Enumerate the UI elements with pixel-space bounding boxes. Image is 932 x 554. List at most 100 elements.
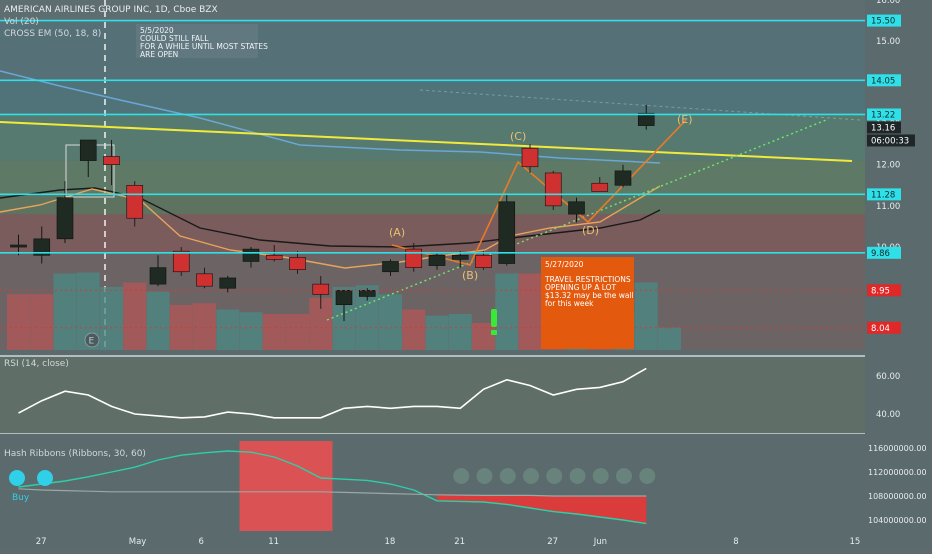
signal-dot: [523, 468, 539, 484]
alert-mark-dot: [491, 330, 497, 335]
hash-ribbons-label: Hash Ribbons (Ribbons, 30, 60): [4, 449, 146, 459]
x-tick-label: May: [129, 537, 147, 547]
wave-label-b: (B): [462, 269, 478, 282]
wave-label-a: (A): [389, 226, 405, 239]
candle-body: [637, 112, 655, 126]
x-tick-label: 11: [268, 537, 279, 547]
hash-tick-label: 116000000.00: [868, 444, 927, 453]
price-badge: [867, 121, 901, 134]
price-badge: [867, 14, 901, 27]
note-top-line-1: 5/5/2020: [140, 26, 174, 35]
candle-body: [312, 283, 330, 295]
candle-body: [498, 201, 516, 264]
hash-tick-label: 104000000.00: [868, 516, 927, 525]
price-badge-label: 15.50: [871, 17, 895, 27]
note-orange-line-6: for this week: [545, 299, 594, 308]
candle-body: [149, 267, 167, 285]
cross-ema-label: CROSS EM (50, 18, 8): [4, 29, 101, 39]
candle-body: [614, 170, 632, 186]
price-tick-label: 12.00: [876, 161, 900, 171]
candle-body: [568, 201, 585, 215]
signal-dot: [639, 468, 656, 484]
volume-bar: [379, 294, 402, 350]
rsi-pane: 60.00 40.00: [18, 367, 900, 420]
band-15: [0, 20, 865, 81]
x-tick-label: Jun: [593, 537, 607, 547]
candle-body: [335, 289, 353, 306]
signal-dot: [453, 468, 470, 484]
candle-body: [591, 182, 609, 192]
event-marker-letter: E: [89, 337, 95, 347]
candle-body: [265, 254, 283, 260]
candle-body: [521, 147, 539, 168]
volume-bar: [7, 294, 30, 350]
price-badge: [867, 108, 901, 121]
volume-bar: [146, 291, 170, 350]
volume-bar: [634, 282, 658, 350]
candle-body: [56, 197, 74, 240]
volume-bar: [216, 309, 240, 350]
price-badge-label: 9.86: [871, 249, 890, 259]
candle-body: [544, 172, 562, 207]
price-badge-label: 14.05: [871, 76, 895, 86]
signal-dot: [476, 468, 493, 484]
candle-body: [451, 254, 469, 260]
annotations: [491, 309, 497, 335]
candle-body: [172, 250, 190, 273]
note-top[interactable]: 5/5/2020 COULD STILL FALL FOR A WHILE UN…: [136, 24, 268, 59]
volume-bar: [402, 309, 426, 350]
price-badge: [867, 74, 901, 87]
candle-body: [126, 184, 144, 219]
x-tick-label: 18: [385, 537, 396, 547]
candle-body: [382, 261, 399, 273]
note-orange-line-5: $13.32 may be the wall: [545, 291, 634, 300]
volume-bar: [448, 314, 472, 350]
x-tick-label: 27: [547, 537, 558, 547]
volume-bar: [472, 323, 495, 350]
candle-body: [242, 248, 260, 262]
candle-body: [103, 156, 120, 166]
volume-bar: [262, 314, 286, 350]
candles[interactable]: [10, 105, 655, 322]
candle-body: [33, 238, 51, 256]
candle-body: [475, 254, 492, 268]
rsi-label: RSI (14, close): [4, 359, 69, 369]
x-tick-label: 27: [36, 537, 47, 547]
earnings-event-marker[interactable]: E: [84, 332, 100, 348]
rsi-line: [18, 367, 647, 419]
candle-body: [428, 254, 446, 266]
candle-body: [358, 289, 376, 297]
axis-bg: [865, 0, 932, 550]
volume-bar: [123, 282, 147, 350]
note-top-line-2: COULD STILL FALL: [140, 34, 209, 43]
price-badge-label: 11.28: [871, 190, 895, 200]
alert-mark-bar: [491, 309, 497, 327]
x-tick-label: 21: [454, 537, 465, 547]
price-tick-label: 15.00: [876, 37, 900, 47]
hash-tick-label: 112000000.00: [868, 468, 927, 477]
price-badge: [867, 246, 901, 259]
signal-dot: [592, 468, 609, 484]
volume-bar: [309, 297, 333, 350]
x-tick-label: 8: [733, 537, 738, 547]
wave-label-d: (D): [582, 224, 599, 237]
volume-bar: [518, 273, 542, 350]
levels[interactable]: [0, 19, 865, 329]
price-badge: [867, 321, 901, 334]
note-top-line-3: FOR A WHILE UNTIL MOST STATES: [140, 42, 268, 51]
price-badge-label: 8.04: [871, 324, 890, 334]
hash-slow-line: [18, 488, 647, 497]
price-tick-label: 16.00: [876, 0, 900, 6]
note-orange-line-1: 5/27/2020: [545, 260, 584, 269]
price-badge-label: 13.16: [871, 123, 895, 133]
buy-signal-dot: [9, 470, 25, 486]
signal-dot: [499, 468, 516, 484]
note-orange[interactable]: 5/27/2020 TRAVEL RESTRICTIONS OPENING UP…: [541, 257, 634, 349]
band-12: [0, 160, 865, 195]
volume-bar: [30, 294, 54, 350]
x-tick-label: 15: [850, 537, 861, 547]
volume-bar: [76, 272, 100, 350]
band-10: [0, 214, 865, 253]
